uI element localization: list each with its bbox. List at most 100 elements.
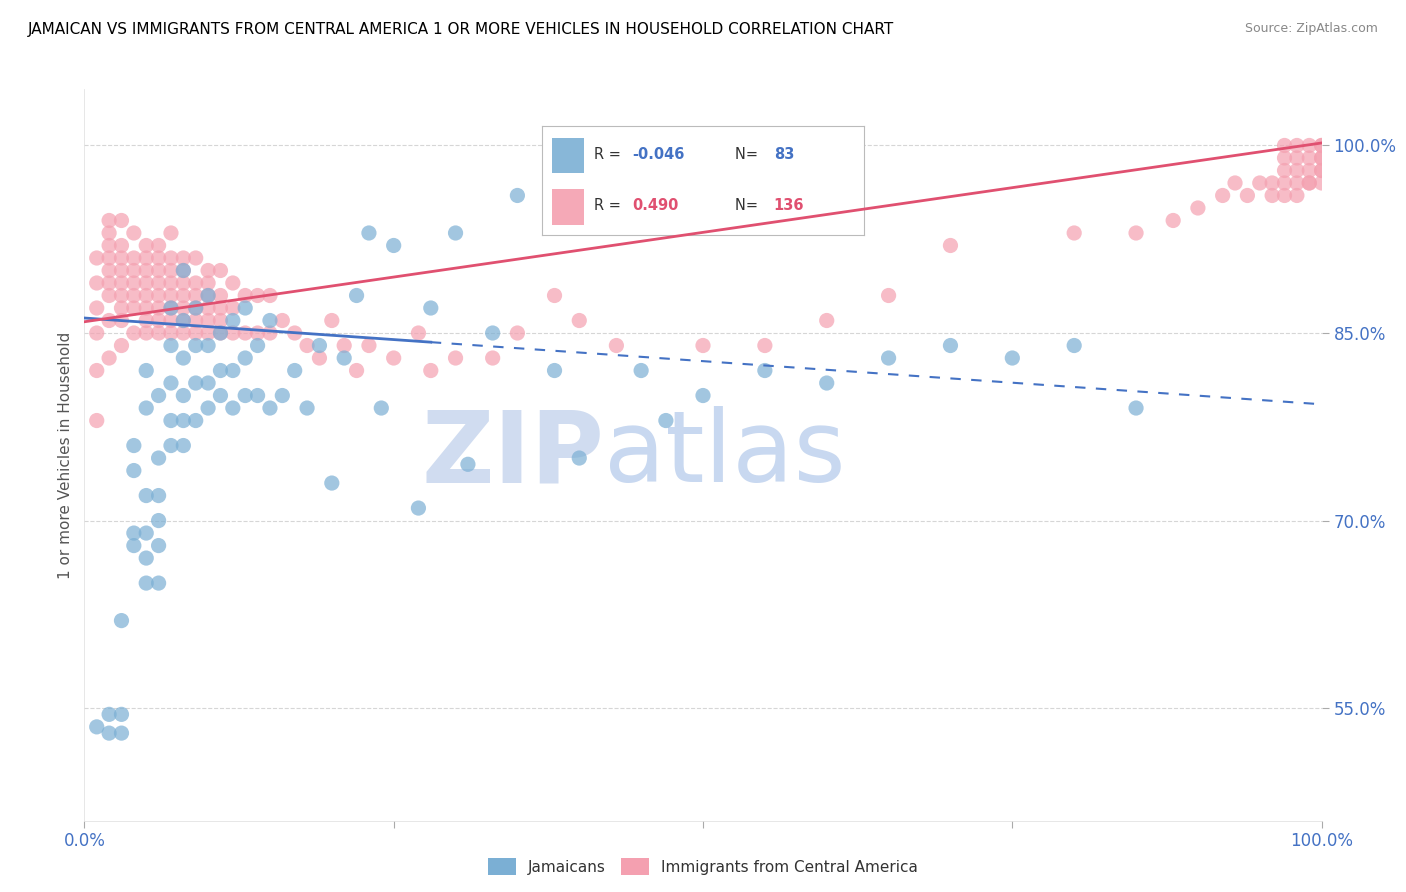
Point — [1298, 151, 1320, 165]
Point — [135, 238, 157, 252]
Point — [1187, 201, 1209, 215]
Point — [271, 313, 294, 327]
Point — [86, 326, 108, 340]
Point — [86, 251, 108, 265]
Point — [1274, 138, 1296, 153]
Point — [1298, 138, 1320, 153]
Point — [135, 276, 157, 290]
Point — [506, 188, 529, 202]
Text: Source: ZipAtlas.com: Source: ZipAtlas.com — [1244, 22, 1378, 36]
Point — [1285, 163, 1308, 178]
Point — [172, 263, 194, 277]
Point — [110, 251, 132, 265]
Point — [321, 476, 343, 491]
Point — [1063, 226, 1085, 240]
Point — [148, 263, 170, 277]
Text: JAMAICAN VS IMMIGRANTS FROM CENTRAL AMERICA 1 OR MORE VEHICLES IN HOUSEHOLD CORR: JAMAICAN VS IMMIGRANTS FROM CENTRAL AMER… — [28, 22, 894, 37]
Point — [1236, 188, 1258, 202]
Point — [184, 376, 207, 390]
Point — [160, 376, 183, 390]
Point — [160, 301, 183, 315]
Point — [209, 326, 232, 340]
Point — [444, 226, 467, 240]
Point — [98, 276, 121, 290]
Point — [284, 363, 307, 377]
Point — [160, 251, 183, 265]
Point — [259, 401, 281, 415]
Point — [110, 213, 132, 227]
Point — [110, 301, 132, 315]
Point — [1261, 188, 1284, 202]
Point — [209, 288, 232, 302]
Point — [939, 338, 962, 352]
Point — [246, 288, 269, 302]
Point — [408, 326, 430, 340]
Point — [122, 526, 145, 541]
Point — [86, 413, 108, 427]
Point — [308, 351, 330, 365]
Point — [172, 438, 194, 452]
Text: ZIP: ZIP — [422, 407, 605, 503]
Point — [148, 301, 170, 315]
Point — [815, 313, 838, 327]
Point — [148, 514, 170, 528]
Point — [877, 288, 900, 302]
Point — [86, 363, 108, 377]
Point — [222, 301, 245, 315]
Point — [209, 388, 232, 402]
Point — [110, 263, 132, 277]
Point — [197, 288, 219, 302]
Point — [148, 539, 170, 553]
Point — [172, 388, 194, 402]
Point — [1249, 176, 1271, 190]
Point — [233, 351, 256, 365]
Point — [197, 338, 219, 352]
Point — [408, 501, 430, 516]
Point — [1261, 176, 1284, 190]
Point — [184, 313, 207, 327]
Point — [148, 451, 170, 466]
Point — [110, 276, 132, 290]
Point — [98, 213, 121, 227]
Point — [1310, 138, 1333, 153]
Point — [1310, 163, 1333, 178]
Point — [630, 363, 652, 377]
Point — [1310, 138, 1333, 153]
Point — [110, 707, 132, 722]
Point — [1125, 401, 1147, 415]
Point — [1310, 176, 1333, 190]
Point — [110, 614, 132, 628]
Point — [209, 263, 232, 277]
Point — [148, 388, 170, 402]
Point — [233, 301, 256, 315]
Point — [222, 401, 245, 415]
Y-axis label: 1 or more Vehicles in Household: 1 or more Vehicles in Household — [58, 331, 73, 579]
Point — [86, 301, 108, 315]
Point — [110, 238, 132, 252]
Point — [172, 301, 194, 315]
Point — [197, 263, 219, 277]
Point — [246, 338, 269, 352]
Point — [222, 326, 245, 340]
Point — [877, 351, 900, 365]
Point — [346, 288, 368, 302]
Point — [160, 313, 183, 327]
Point — [135, 401, 157, 415]
Point — [184, 301, 207, 315]
Point — [172, 276, 194, 290]
Point — [98, 263, 121, 277]
Point — [148, 251, 170, 265]
Point — [259, 326, 281, 340]
Point — [754, 363, 776, 377]
Point — [160, 413, 183, 427]
Point — [135, 313, 157, 327]
Point — [1125, 226, 1147, 240]
Point — [135, 489, 157, 503]
Point — [172, 326, 194, 340]
Point — [1310, 163, 1333, 178]
Point — [246, 326, 269, 340]
Point — [197, 301, 219, 315]
Point — [1298, 176, 1320, 190]
Point — [543, 363, 565, 377]
Point — [122, 326, 145, 340]
